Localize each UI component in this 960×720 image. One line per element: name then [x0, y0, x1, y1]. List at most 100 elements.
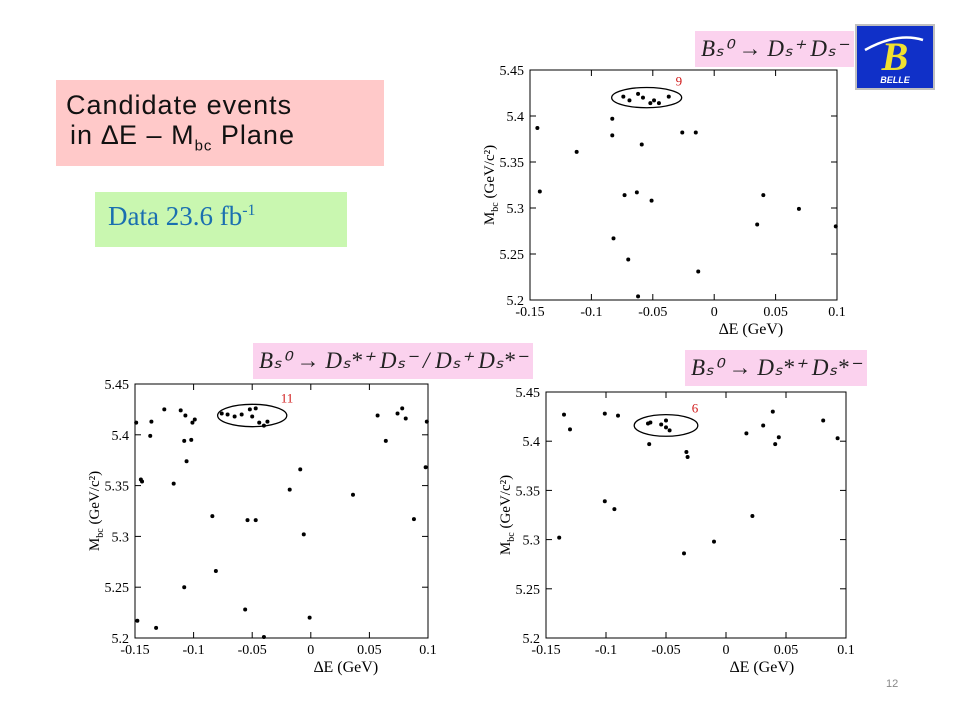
y-tick-label: 5.2 — [112, 632, 130, 647]
data-point — [636, 294, 641, 299]
data-point — [243, 607, 248, 612]
data-point — [761, 193, 766, 198]
x-tick-label: -0.15 — [120, 643, 149, 658]
y-tick-label: 5.4 — [523, 435, 541, 450]
y-tick-label: 5.2 — [507, 294, 525, 309]
scatter-plot-bottom-right: -0.15 -0.1 -0.05 0 0.05 0.15.25.255.35.355.45… — [498, 386, 855, 676]
belle-logo: B BELLE — [855, 24, 935, 90]
data-luminosity-label: Data 23.6 fb-1 — [95, 192, 347, 247]
data-point — [253, 406, 258, 411]
data-point — [190, 420, 195, 425]
x-tick-label: -0.05 — [238, 643, 267, 658]
y-tick-label: 5.35 — [500, 156, 525, 171]
scatter-plot-top: -0.15 -0.1 -0.05 0 0.05 0.15.25.255.35.355.45… — [482, 64, 846, 338]
y-tick-label: 5.25 — [500, 248, 525, 263]
data-point — [612, 507, 617, 512]
data-point — [627, 98, 632, 103]
y-tick-label: 5.4 — [507, 110, 525, 125]
x-tick-label: 0 — [307, 643, 314, 658]
data-point — [648, 101, 653, 106]
data-point — [403, 416, 408, 421]
data-point — [162, 407, 167, 412]
data-point — [189, 437, 194, 442]
data-point — [647, 442, 652, 447]
x-tick-label: 0.05 — [357, 643, 382, 658]
x-axis-label: ∆E (GeV) — [730, 659, 794, 676]
data-point — [375, 413, 380, 418]
x-tick-label: 0.1 — [828, 305, 846, 320]
data-point — [648, 420, 653, 425]
data-point — [250, 414, 255, 419]
data-point — [400, 406, 405, 411]
signal-count-label: 6 — [692, 401, 699, 416]
logo-text: BELLE — [880, 75, 910, 85]
data-point — [148, 433, 153, 438]
data-point — [261, 423, 266, 428]
logo-swoosh — [864, 36, 924, 52]
data-point — [395, 411, 400, 416]
signal-region-ellipse — [216, 403, 288, 428]
data-point — [424, 419, 429, 424]
data-point — [622, 193, 627, 198]
data-point — [833, 224, 838, 229]
data-point — [640, 95, 645, 100]
data-point — [225, 412, 230, 417]
data-point — [773, 442, 778, 447]
y-tick-label: 5.35 — [105, 480, 130, 495]
data-point — [634, 190, 639, 195]
x-tick-label: 0.1 — [419, 643, 437, 658]
data-point — [796, 206, 801, 211]
y-tick-label: 5.45 — [105, 378, 130, 393]
data-point — [659, 422, 664, 427]
data-point — [696, 269, 701, 274]
data-point — [682, 551, 686, 556]
data-label-sup: -1 — [242, 202, 256, 219]
belle-logo-graphic: B — [864, 34, 924, 79]
data-point — [219, 411, 224, 416]
x-tick-label: 0.1 — [837, 643, 855, 658]
y-tick-label: 5.45 — [516, 386, 541, 401]
y-axis-label: Mbc (GeV/c²) — [87, 471, 106, 551]
data-point — [383, 438, 388, 443]
y-axis-label: Mbc (GeV/c²) — [482, 145, 501, 225]
y-tick-label: 5.3 — [507, 202, 525, 217]
data-point — [685, 454, 690, 459]
title-line-2-prefix: in ∆E – M — [70, 120, 195, 150]
x-tick-label: 0 — [711, 305, 718, 320]
data-point — [247, 407, 252, 412]
y-axis-label: Mbc (GeV/c²) — [498, 475, 517, 555]
data-point — [261, 634, 266, 639]
plot-frame — [134, 383, 429, 639]
data-point — [192, 417, 197, 422]
data-point — [171, 481, 176, 486]
x-tick-label: -0.05 — [638, 305, 667, 320]
data-point — [301, 532, 306, 537]
data-point — [712, 539, 716, 544]
data-point — [568, 427, 572, 432]
data-point — [140, 479, 145, 484]
page-number: 12 — [886, 678, 899, 690]
scatter-plot-bottom-left: -0.15 -0.1 -0.05 0 0.05 0.15.25.255.35.355.45… — [87, 378, 437, 676]
data-point — [821, 418, 826, 423]
data-point — [213, 568, 218, 573]
data-point — [154, 625, 159, 630]
data-point — [744, 431, 749, 436]
x-tick-label: 0.05 — [763, 305, 788, 320]
data-point — [562, 412, 566, 417]
title-line-1: Candidate events — [66, 90, 293, 120]
data-point — [636, 91, 641, 96]
x-tick-label: 0.05 — [774, 643, 799, 658]
data-point — [626, 257, 631, 262]
data-point — [835, 436, 840, 441]
data-point — [134, 420, 139, 425]
x-tick-label: -0.1 — [580, 305, 602, 320]
data-point — [664, 418, 668, 423]
data-point — [423, 465, 428, 470]
y-tick-label: 5.2 — [523, 632, 541, 647]
data-point — [761, 423, 766, 428]
data-point — [298, 467, 303, 472]
data-point — [350, 492, 355, 497]
x-tick-label: -0.05 — [651, 643, 680, 658]
data-point — [182, 438, 187, 443]
data-point — [537, 189, 542, 194]
